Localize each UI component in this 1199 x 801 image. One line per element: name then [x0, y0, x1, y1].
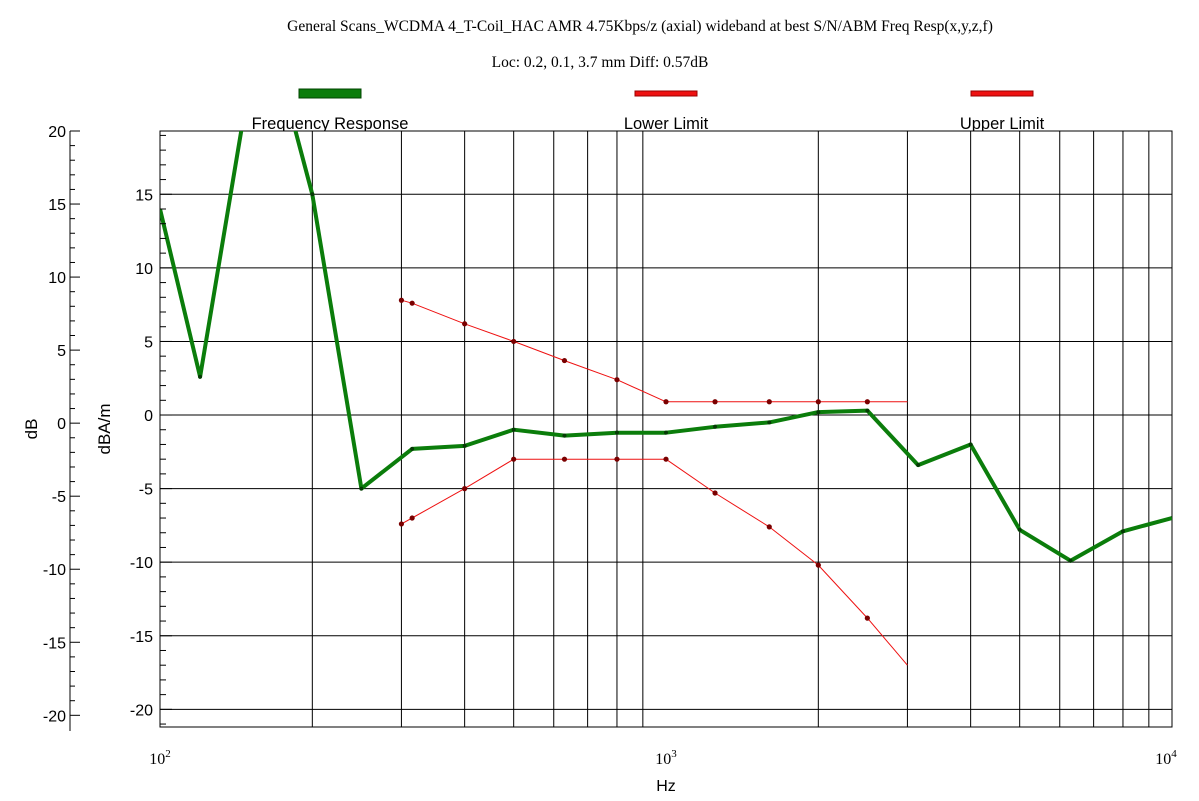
- data-point: [1068, 558, 1073, 563]
- data-point: [409, 515, 415, 521]
- x-axis: 102 103 104: [149, 748, 1177, 768]
- data-point: [511, 427, 516, 432]
- x-axis-label: Hz: [656, 778, 676, 795]
- data-point: [766, 399, 772, 405]
- series-line-lower-limit: [401, 458, 908, 666]
- data-point: [511, 456, 517, 462]
- data-point: [1017, 527, 1022, 532]
- outer-tick-label: -10: [43, 562, 66, 579]
- inner-tick-label: -10: [130, 555, 153, 572]
- data-point: [562, 433, 567, 438]
- data-point: [614, 377, 620, 383]
- data-point: [865, 408, 870, 413]
- data-point: [398, 521, 405, 527]
- data-point: [767, 420, 772, 425]
- legend-swatch: [634, 90, 698, 97]
- legend-label: Upper Limit: [960, 115, 1045, 133]
- data-point: [815, 399, 821, 405]
- data-point: [663, 399, 669, 405]
- y-outer-label: dB: [22, 419, 41, 440]
- inner-tick-label: 0: [144, 408, 153, 425]
- inner-tick-label: -20: [130, 702, 153, 719]
- inner-tick-label: 15: [135, 187, 153, 204]
- data-point: [663, 456, 669, 462]
- legend: Frequency Response Lower Limit Upper Limit: [252, 88, 1045, 133]
- plot-area: [159, 130, 1173, 728]
- x-tick-label: 103: [655, 748, 677, 768]
- data-point: [398, 297, 405, 303]
- data-point: [410, 446, 415, 451]
- data-point: [664, 430, 668, 435]
- data-point: [310, 192, 315, 197]
- data-point: [409, 300, 415, 306]
- data-point: [864, 615, 870, 621]
- data-point: [766, 524, 772, 530]
- data-point: [462, 321, 468, 327]
- data-point: [561, 456, 568, 462]
- outer-tick-label: 0: [57, 416, 66, 433]
- inner-y-axis: 15 10 5 0 -5 -10 -15 -20: [130, 134, 172, 725]
- data-point: [864, 399, 870, 405]
- legend-label: Frequency Response: [252, 115, 409, 133]
- outer-tick-label: -15: [43, 635, 66, 652]
- data-point: [198, 374, 203, 379]
- inner-tick-label: -5: [139, 482, 153, 499]
- grid: [160, 131, 1172, 727]
- legend-label: Lower Limit: [624, 115, 709, 133]
- data-point: [968, 442, 973, 447]
- data-point: [359, 486, 364, 491]
- outer-tick-label: -5: [52, 489, 66, 506]
- y-inner-label: dBA/m: [95, 403, 114, 454]
- legend-swatch: [970, 90, 1034, 97]
- data-point: [614, 456, 620, 462]
- data-point: [614, 430, 619, 435]
- data-point: [462, 443, 467, 448]
- x-tick-label: 104: [1155, 748, 1177, 768]
- data-point: [511, 338, 517, 345]
- series-line-upper-limit: [401, 299, 908, 403]
- data-point: [712, 490, 718, 496]
- inner-tick-label: 5: [144, 334, 153, 351]
- outer-tick-label: 15: [48, 197, 66, 214]
- data-point: [712, 399, 718, 405]
- chart-subtitle: Loc: 0.2, 0.1, 3.7 mm Diff: 0.57dB: [492, 54, 709, 71]
- outer-tick-label: -20: [43, 708, 66, 725]
- series-line-frequency-response: [160, 131, 1172, 563]
- inner-tick-label: 10: [135, 261, 153, 278]
- outer-tick-label: 10: [48, 270, 66, 287]
- data-point: [713, 424, 718, 429]
- legend-swatch: [298, 88, 362, 99]
- inner-tick-label: -15: [130, 629, 153, 646]
- data-point: [816, 410, 821, 415]
- series-layer: [160, 131, 1172, 666]
- data-point: [815, 562, 821, 568]
- data-point: [916, 463, 921, 468]
- chart-title: General Scans_WCDMA 4_T-Coil_HAC AMR 4.7…: [287, 18, 993, 35]
- data-point: [1120, 529, 1125, 534]
- outer-tick-label: 5: [57, 343, 66, 360]
- outer-y-axis: 20 15 10 5 0 -5 -10 -15 -20: [43, 124, 80, 731]
- data-point: [462, 486, 468, 492]
- outer-tick-label: 20: [48, 124, 66, 141]
- data-point: [561, 357, 568, 364]
- x-tick-label: 102: [149, 748, 171, 768]
